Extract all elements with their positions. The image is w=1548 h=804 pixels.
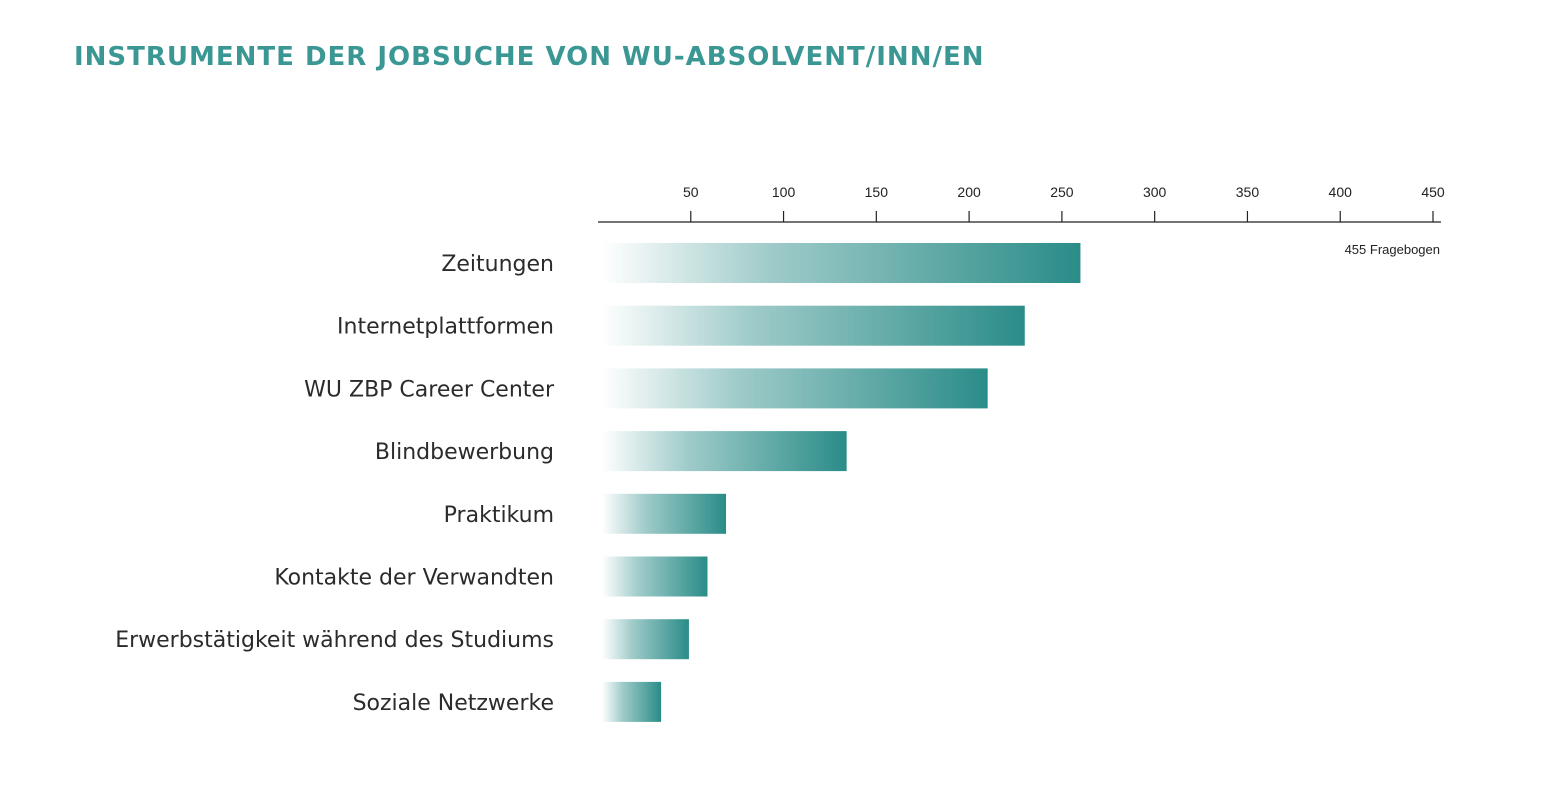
sample-size-note: 455 Fragebogen bbox=[1345, 242, 1440, 257]
x-tick-label: 50 bbox=[683, 184, 699, 200]
bar bbox=[602, 556, 708, 597]
x-tick-label: 300 bbox=[1143, 184, 1167, 200]
x-tick-label: 200 bbox=[957, 184, 981, 200]
chart-title: INSTRUMENTE DER JOBSUCHE VON WU-ABSOLVEN… bbox=[74, 42, 985, 72]
x-tick-label: 250 bbox=[1050, 184, 1074, 200]
category-labels: Zeitungen Internetplattformen WU ZBP Caree… bbox=[115, 252, 555, 716]
category-label: Internetplattformen bbox=[337, 315, 554, 340]
bar bbox=[602, 368, 988, 409]
bar bbox=[602, 305, 1025, 346]
category-label: WU ZBP Career Center bbox=[304, 377, 555, 402]
bar bbox=[602, 493, 727, 534]
x-tick-label: 400 bbox=[1329, 184, 1353, 200]
category-label: Praktikum bbox=[444, 503, 554, 528]
x-tick-label: 150 bbox=[865, 184, 889, 200]
bars bbox=[602, 243, 1081, 722]
x-axis: 50 100 150 200 250 300 350 400 450 bbox=[598, 184, 1445, 223]
category-label: Erwerbstätigkeit während des Studiums bbox=[115, 628, 554, 653]
bar bbox=[602, 243, 1081, 283]
x-tick-label: 100 bbox=[772, 184, 796, 200]
category-label: Zeitungen bbox=[441, 252, 554, 277]
category-label: Blindbewerbung bbox=[375, 440, 554, 465]
bar bbox=[602, 619, 689, 660]
bar bbox=[602, 431, 847, 472]
x-tick-label: 450 bbox=[1421, 184, 1445, 200]
bar bbox=[602, 681, 662, 722]
x-tick-label: 350 bbox=[1236, 184, 1260, 200]
category-label: Soziale Netzwerke bbox=[353, 691, 554, 716]
category-label: Kontakte der Verwandten bbox=[274, 566, 554, 591]
